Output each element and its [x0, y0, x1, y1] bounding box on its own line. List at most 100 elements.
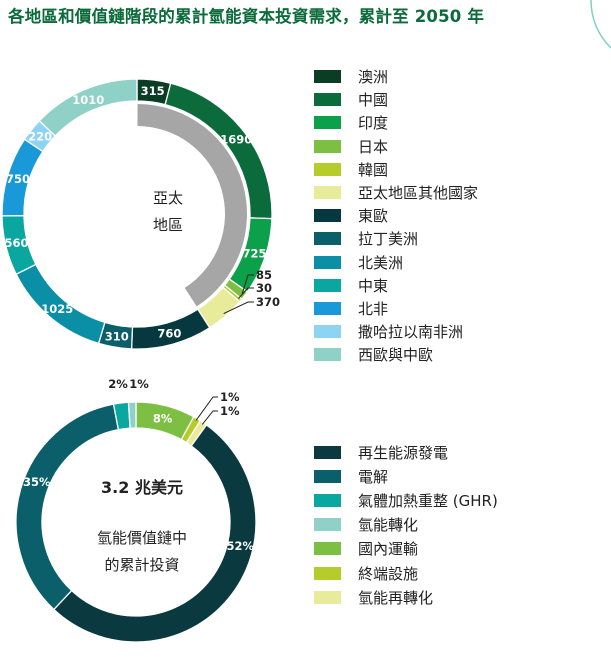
stage-legend-label: 氫能再轉化	[358, 588, 434, 607]
donut1-leader-line	[241, 274, 254, 294]
donut1-value-label: 560	[4, 236, 28, 250]
stage-legend-item: 氫能轉化	[314, 513, 498, 537]
donut2-value-label: 2%	[108, 377, 128, 391]
donut1-value-label: 370	[256, 295, 280, 309]
region-legend-swatch	[314, 232, 341, 246]
stage-legend-item: 氣體加熱重整 (GHR)	[314, 488, 498, 512]
donut1-center-label: 亞太 地區	[128, 185, 208, 239]
donut2-value-label: 1%	[220, 404, 240, 418]
donut1-value-label: 760	[157, 327, 181, 341]
donut1-leader-line	[238, 287, 254, 299]
donut1-segment	[38, 78, 138, 137]
region-legend-label: 東歐	[358, 207, 389, 226]
stage-legend-label: 氣體加熱重整 (GHR)	[358, 491, 498, 510]
donut2-value-label: 1%	[129, 377, 149, 391]
donut1-value-label: 1010	[72, 93, 104, 107]
donut1-value-label: 220	[28, 130, 52, 144]
donut2-value-label: 35%	[23, 475, 51, 489]
stage-legend-swatch	[314, 590, 341, 604]
stage-legend-item: 終端設施	[314, 561, 498, 585]
donut1-value-label: 725	[243, 246, 267, 260]
region-legend-item: 西歐與中歐	[314, 343, 478, 366]
region-legend-label: 撒哈拉以南非洲	[358, 323, 464, 342]
decorative-arc	[590, 0, 611, 49]
donut2-center-caption: 氫能價值鏈中 的累計投資	[52, 525, 232, 579]
region-legend-label: 西歐與中歐	[358, 346, 434, 365]
donut2-caption-line1: 氫能價值鏈中	[96, 529, 187, 547]
region-legend-label: 北美洲	[358, 253, 404, 272]
donut1-center-line1: 亞太	[152, 189, 183, 207]
donut2-caption-line2: 的累計投資	[104, 556, 180, 574]
region-legend-swatch	[314, 93, 341, 107]
stage-legend-label: 國內運輸	[358, 540, 419, 559]
region-legend-item: 韓國	[314, 158, 478, 181]
stage-legend-label: 終端設施	[358, 564, 419, 583]
region-legend-swatch	[314, 278, 341, 292]
region-legend-item: 中國	[314, 88, 478, 111]
region-legend-swatch	[314, 348, 341, 362]
region-legend-swatch	[314, 325, 341, 339]
region-legend-item: 日本	[314, 135, 478, 158]
region-legend-swatch	[314, 186, 341, 200]
stage-legend-swatch	[314, 542, 341, 556]
region-legend-label: 中東	[358, 276, 389, 295]
asia-pacific-group-arc	[137, 104, 248, 307]
region-legend-item: 印度	[314, 111, 478, 134]
region-legend-label: 印度	[358, 114, 389, 133]
region-legend-item: 東歐	[314, 204, 478, 227]
region-legend-label: 中國	[358, 91, 389, 110]
region-legend-label: 日本	[358, 137, 389, 156]
region-legend-label: 北非	[358, 299, 389, 318]
region-legend-label: 亞太地區其他國家	[358, 184, 479, 203]
region-legend-swatch	[314, 162, 341, 176]
donut2-segment	[127, 401, 137, 429]
donut2-value-label: 8%	[153, 411, 173, 425]
region-legend-swatch	[314, 209, 341, 223]
donut1-value-label: 85	[256, 268, 272, 282]
chart-title: 各地區和價值鏈階段的累計氫能資本投資需求，累計至 2050 年	[8, 7, 485, 26]
stage-legend-item: 氫能再轉化	[314, 585, 498, 609]
stage-legend-swatch	[314, 566, 341, 580]
donut2-value-label: 52%	[226, 539, 254, 553]
stage-legend-swatch	[314, 469, 341, 483]
donut1-value-label: 1690	[220, 133, 252, 147]
donut1-leader-line	[223, 301, 254, 315]
legend-value-chain: 再生能源發電 電解氣體加熱重整 (GHR) 氫能轉化國內運輸終端設施氫能再轉化	[314, 440, 498, 609]
region-legend-label: 拉丁美洲	[358, 230, 419, 249]
region-legend-item: 澳洲	[314, 65, 478, 88]
region-legend-swatch	[314, 116, 341, 130]
donut1-value-label: 310	[105, 329, 129, 343]
donut1-value-label: 315	[141, 84, 165, 98]
stage-legend-item: 電解	[314, 464, 498, 488]
region-legend-item: 亞太地區其他國家	[314, 181, 478, 204]
donut1-center-line2: 地區	[152, 216, 183, 234]
legend-regions: 澳洲中國印度日本韓國亞太地區其他國家 東歐拉丁美洲北美洲中東北非撒哈拉以南非洲 西歐…	[314, 65, 478, 366]
donut2-value-label: 1%	[220, 390, 240, 404]
donut2-leader-line	[201, 410, 218, 425]
donut1-value-label: 750	[6, 172, 30, 186]
donut2-center-total: 3.2 兆美元	[101, 478, 183, 497]
donut1-value-label: 30	[256, 281, 272, 295]
region-legend-label: 澳洲	[358, 68, 389, 87]
region-legend-swatch	[314, 255, 341, 269]
region-legend-item: 拉丁美洲	[314, 227, 478, 250]
region-legend-item: 撒哈拉以南非洲	[314, 320, 478, 343]
stage-legend-label: 再生能源發電	[358, 443, 449, 462]
region-legend-swatch	[314, 70, 341, 84]
stage-legend-label: 氫能轉化	[358, 516, 419, 535]
region-legend-label: 韓國	[358, 160, 389, 179]
stage-legend-swatch	[314, 445, 341, 459]
region-legend-swatch	[314, 301, 341, 315]
region-legend-item: 北美洲	[314, 251, 478, 274]
region-legend-item: 中東	[314, 274, 478, 297]
stage-legend-swatch	[314, 493, 341, 507]
region-legend-item: 北非	[314, 297, 478, 320]
stage-legend-label: 電解	[358, 467, 389, 486]
donut1-value-label: 1025	[41, 302, 73, 316]
stage-legend-item: 國內運輸	[314, 537, 498, 561]
stage-legend-item: 再生能源發電	[314, 440, 498, 464]
donut2-leader-line	[195, 396, 218, 421]
region-legend-swatch	[314, 139, 341, 153]
stage-legend-swatch	[314, 518, 341, 532]
